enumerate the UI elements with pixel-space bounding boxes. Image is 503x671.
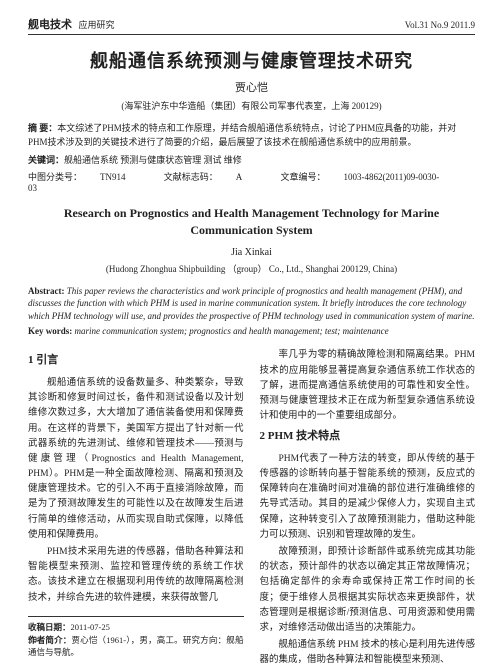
title-chinese: 舰船通信系统预测与健康管理技术研究 xyxy=(28,47,475,73)
abstract-en-text: This paper reviews the characteristics a… xyxy=(28,286,475,321)
keywords-chinese: 关键词：舰船通信系统 预测与健康状态管理 测试 维修 xyxy=(28,153,475,166)
section-1-continued: 率几乎为零的精确故障检测和隔离结果。PHM技术的应用能够显著提高复杂通信系统工作… xyxy=(260,348,476,424)
keywords-english: Key words: marine communication system; … xyxy=(28,326,475,336)
section-2-para-1: PHM代表了一种方法的转变，即从传统的基于传感器的诊断转向基于智能系统的预测，反… xyxy=(260,452,476,543)
author-english: Jia Xinkai xyxy=(28,247,475,258)
author-chinese: 贾心恺 xyxy=(28,79,475,95)
abstract-cn-text: 本文综述了PHM技术的特点和工作原理，并结合舰船通信系统特点，讨论了PHM应具备… xyxy=(28,123,456,147)
issue-info: Vol.31 No.9 2011.9 xyxy=(405,20,475,30)
abstract-chinese: 摘 要：本文综述了PHM技术的特点和工作原理，并结合舰船通信系统特点，讨论了PH… xyxy=(28,122,475,149)
section-1-heading: 1 引言 xyxy=(28,352,244,370)
abstract-cn-label: 摘 要： xyxy=(28,123,57,133)
section-1-para-2: PHM技术采用先进的传感器，借助各种算法和智能模型来预测、监控和管理传统的系统工… xyxy=(28,545,244,606)
doc-code: 文献标志码：A xyxy=(164,172,261,182)
abstract-en-label: Abstract: xyxy=(28,286,65,296)
section-1-para-1: 舰船通信系统的设备数量多、种类繁杂，导致其诊断和修复时间过长，备件和测试设备以及… xyxy=(28,376,244,543)
affiliation-english: (Hudong Zhonghua Shipbuilding （group） Co… xyxy=(28,262,475,275)
kw-en-label: Key words: xyxy=(28,326,72,336)
abstract-english: Abstract: This paper reviews the charact… xyxy=(28,285,475,323)
section-2-para-3: 舰船通信系统 PHM 技术的核心是利用先进传感器的集成，借助各种算法和智能模型来… xyxy=(260,638,476,668)
kw-cn-text: 舰船通信系统 预测与健康状态管理 测试 维修 xyxy=(64,155,242,165)
clc-code: 中图分类号：TN914 xyxy=(28,172,144,182)
section-2-para-2: 故障预测，即预计诊断部件或系统完成其功能的状态，预计部件的状态以确定其正常故障情… xyxy=(260,545,476,636)
journal-name: 舰电技术 xyxy=(28,19,72,31)
classification-line: 中图分类号：TN914 文献标志码：A 文章编号：1003-4862(2011)… xyxy=(28,170,475,193)
page-header: 舰电技术 应用研究 Vol.31 No.9 2011.9 xyxy=(28,16,475,35)
author-bio: 作者简介：贾心恺（1961-），男，高工。研究方向：舰船通信与导航。 xyxy=(28,634,244,660)
affiliation-chinese: (海军驻沪东中华造船（集团）有限公司军事代表室，上海 200129) xyxy=(28,99,475,112)
title-english: Research on Prognostics and Health Manag… xyxy=(28,205,475,239)
section-2-heading: 2 PHM 技术特点 xyxy=(260,428,476,446)
left-column: 1 引言 舰船通信系统的设备数量多、种类繁杂，导致其诊断和修复时间过长，备件和测… xyxy=(28,348,244,670)
body-columns: 1 引言 舰船通信系统的设备数量多、种类繁杂，导致其诊断和修复时间过长，备件和测… xyxy=(28,348,475,670)
kw-en-text: marine communication system; prognostics… xyxy=(72,326,388,336)
received-date: 收稿日期：2011-07-25 xyxy=(28,621,244,634)
kw-cn-label: 关键词： xyxy=(28,155,64,165)
page-number: 30 xyxy=(28,635,37,645)
right-column: 率几乎为零的精确故障检测和隔离结果。PHM技术的应用能够显著提高复杂通信系统工作… xyxy=(260,348,476,670)
journal-section: 应用研究 xyxy=(79,20,115,30)
journal-title: 舰电技术 应用研究 xyxy=(28,16,115,32)
